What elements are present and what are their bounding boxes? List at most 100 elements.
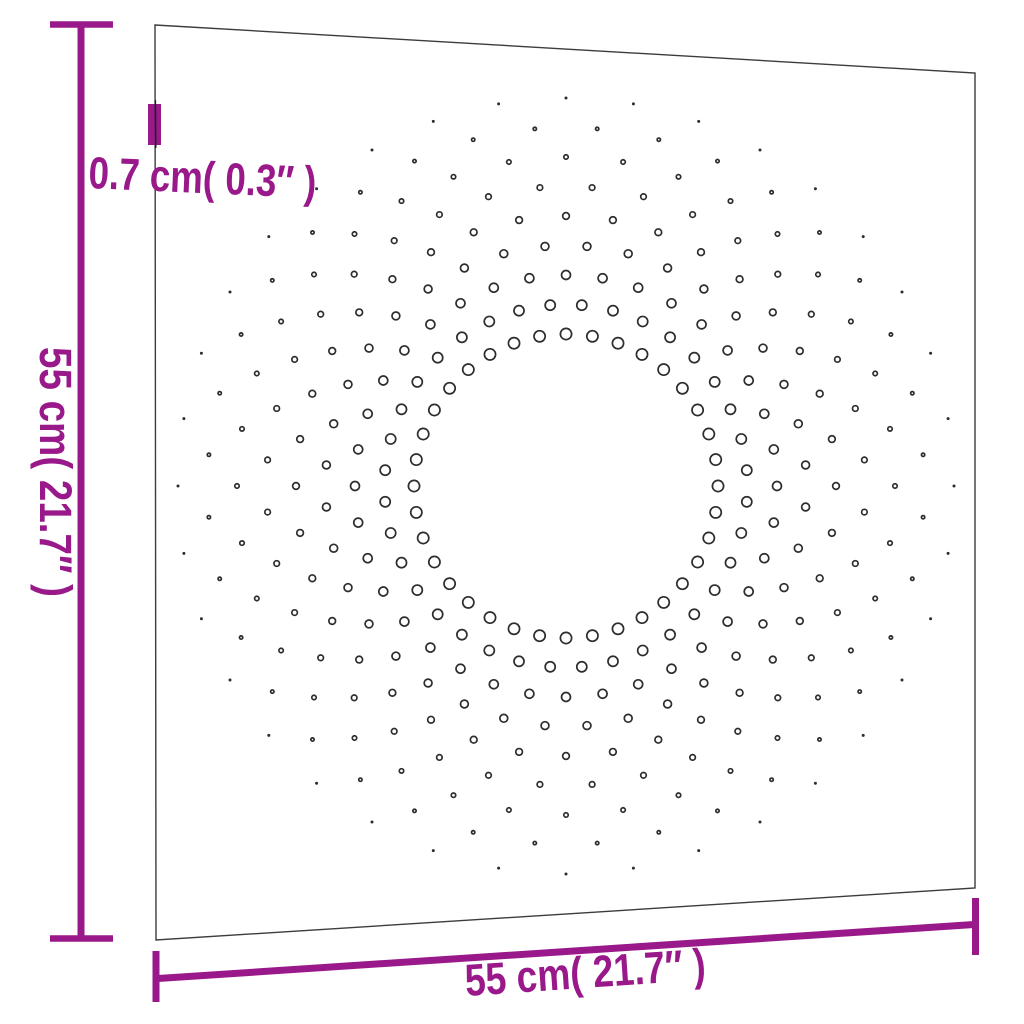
pattern-dot (654, 228, 663, 237)
pattern-dot (217, 576, 223, 582)
pattern-dot (450, 173, 457, 180)
pattern-dot (228, 290, 232, 294)
height-dimension: 55 cm( 21.7″ ) (30, 21, 113, 942)
pattern-dot (779, 379, 789, 390)
pattern-dot (431, 351, 444, 364)
pattern-dot (758, 820, 762, 824)
pattern-dot (857, 277, 863, 283)
sunburst-dot-pattern (176, 96, 956, 876)
pattern-dot (483, 315, 496, 328)
pattern-dot (688, 608, 701, 621)
pattern-dot (395, 403, 408, 416)
pattern-dot (267, 733, 271, 737)
pattern-dot (355, 655, 364, 664)
pattern-dot (620, 806, 627, 814)
pattern-dot (388, 275, 397, 284)
pattern-dot (860, 456, 869, 464)
pattern-dot (182, 551, 186, 555)
pattern-dot (635, 347, 649, 361)
pattern-dot (654, 735, 663, 744)
pattern-dot (435, 210, 444, 219)
pattern-dot (807, 310, 815, 318)
pattern-dot (714, 158, 721, 164)
pattern-dot (349, 480, 361, 492)
pattern-dot (768, 655, 778, 664)
pattern-dot (675, 381, 689, 395)
pattern-dot (317, 310, 325, 318)
pattern-dot (774, 734, 781, 742)
pattern-dot (611, 622, 625, 636)
pattern-dot (483, 611, 497, 625)
pattern-dot (632, 282, 644, 294)
pattern-dot (562, 153, 570, 161)
pattern-dot (362, 552, 374, 564)
pattern-dot (309, 736, 316, 743)
pattern-dot (815, 389, 824, 398)
pattern-dot (575, 299, 588, 312)
pattern-dot (688, 753, 697, 762)
pattern-dot (328, 419, 339, 429)
thickness-marker (148, 104, 161, 145)
pattern-dot (364, 619, 374, 629)
pattern-dot (431, 849, 435, 853)
pattern-dot (461, 363, 475, 377)
pattern-dot (455, 663, 466, 675)
pattern-dot (536, 183, 544, 192)
pattern-dot (795, 616, 805, 626)
pattern-dot (533, 629, 547, 643)
pattern-dot (813, 187, 817, 191)
pattern-dot (364, 343, 374, 353)
pattern-dot (370, 820, 374, 824)
pattern-dot (774, 230, 781, 238)
pattern-dot (524, 688, 535, 700)
pattern-dot (310, 694, 318, 701)
pattern-dot (459, 699, 470, 709)
pattern-dot (524, 272, 535, 284)
pattern-dot (308, 574, 317, 583)
pattern-dot (513, 304, 525, 317)
pattern-dot (793, 543, 804, 553)
pattern-dot (768, 517, 780, 528)
pattern-dot (564, 96, 568, 100)
pattern-dot (675, 792, 682, 799)
pattern-dot (734, 237, 742, 245)
pattern-dot (774, 270, 782, 278)
pattern-dot (929, 351, 933, 355)
pattern-dot (450, 792, 457, 799)
pattern-dot (483, 347, 497, 361)
pattern-dot (357, 777, 363, 783)
pattern-dot (507, 336, 521, 350)
pattern-dot (900, 678, 904, 682)
pattern-dot (411, 584, 424, 596)
pattern-dot (315, 187, 319, 191)
pattern-dot (851, 559, 859, 568)
pattern-dot (357, 189, 363, 195)
pattern-dot (758, 408, 770, 420)
pattern-dot (228, 678, 232, 682)
pattern-dot (352, 444, 364, 455)
pattern-dot (594, 840, 600, 846)
pattern-dot (384, 527, 397, 539)
pattern-dot (631, 866, 635, 870)
pattern-dot (664, 628, 676, 641)
pattern-dot (743, 586, 755, 597)
pattern-dot (735, 275, 744, 284)
pattern-dot (505, 806, 512, 814)
pattern-dot (597, 272, 608, 284)
pattern-dot (238, 634, 244, 641)
pattern-dot (295, 528, 305, 538)
pattern-dot (814, 271, 822, 278)
pattern-dot (607, 655, 619, 668)
pattern-dot (702, 427, 716, 441)
pattern-dot (793, 419, 804, 429)
pattern-dot (743, 375, 755, 386)
pattern-dot (702, 531, 716, 545)
pattern-dot (561, 751, 571, 761)
pattern-dot (238, 331, 244, 338)
pattern-dot (872, 370, 879, 377)
pattern-dot (488, 678, 500, 690)
pattern-dot (861, 235, 865, 239)
pattern-dot (470, 829, 476, 835)
pattern-dot (456, 331, 468, 344)
